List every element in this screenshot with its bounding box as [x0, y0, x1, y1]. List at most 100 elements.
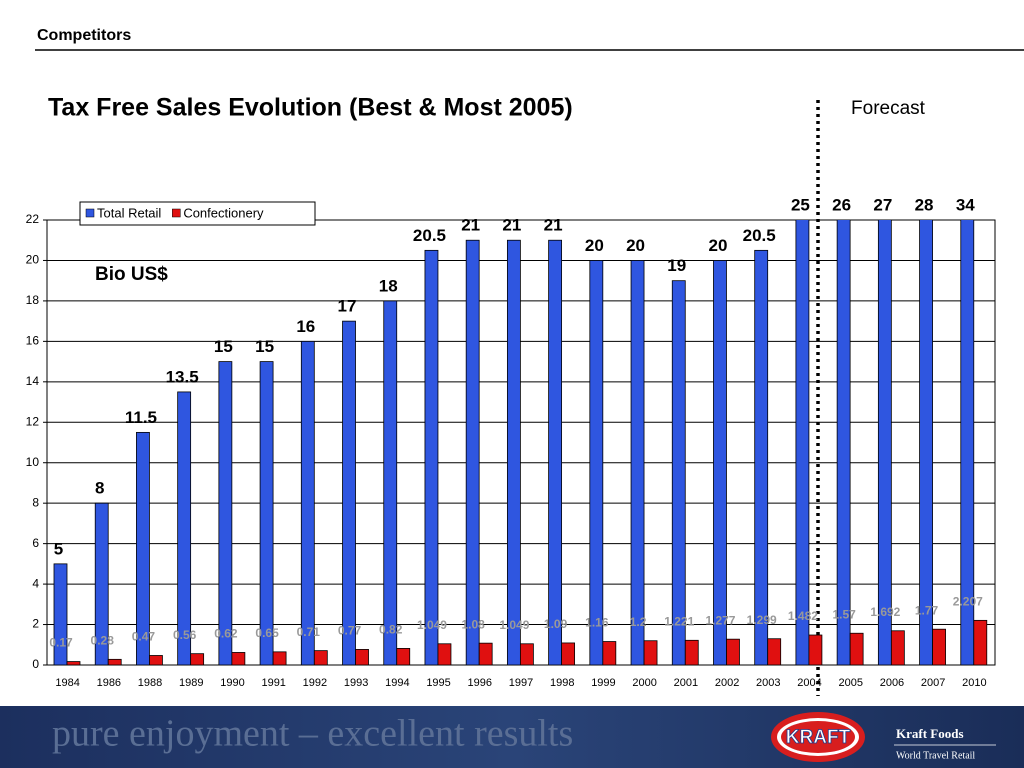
x-tick-label: 1984	[55, 677, 79, 689]
value-label: 1.221	[664, 614, 694, 628]
value-label: 21	[461, 216, 480, 235]
value-label: 20.5	[743, 226, 776, 245]
bar	[890, 630, 905, 666]
x-tick-label: 1988	[138, 677, 162, 689]
y-tick-label: 2	[32, 617, 39, 631]
x-tick-label: 1996	[468, 677, 492, 689]
bar	[973, 619, 988, 666]
legend: Total Retail Confectionery	[79, 201, 316, 226]
value-label: 34	[956, 195, 975, 214]
value-label: 1.692	[870, 605, 900, 619]
value-label: 1.16	[585, 616, 609, 630]
bar	[136, 431, 150, 666]
y-tick-label: 20	[26, 253, 40, 267]
x-tick-label: 1999	[591, 677, 615, 689]
value-label: 15	[255, 337, 274, 356]
value-label: 15	[214, 337, 233, 356]
bar	[643, 640, 658, 666]
value-label: 1.482	[788, 609, 818, 623]
value-label: 0.82	[379, 623, 403, 637]
slogan: pure enjoyment – excellent results	[52, 713, 573, 755]
x-tick-label: 1998	[550, 677, 574, 689]
bar	[437, 643, 452, 666]
bar	[630, 260, 645, 666]
y-tick-label: 8	[32, 495, 39, 509]
legend-swatch	[172, 208, 181, 218]
x-tick-label: 2003	[756, 677, 780, 689]
bar	[342, 320, 356, 666]
bar	[53, 563, 68, 666]
value-label: 0.17	[49, 636, 73, 650]
value-label: 5	[54, 539, 63, 558]
value-label: 13.5	[166, 367, 199, 386]
bar	[671, 280, 686, 666]
bar	[259, 361, 274, 666]
x-tick-label: 1990	[220, 677, 244, 689]
value-label: 26	[832, 195, 851, 214]
bar	[932, 628, 946, 666]
y-tick-label: 14	[26, 374, 40, 388]
value-label: 17	[338, 297, 357, 316]
value-label: 11.5	[125, 408, 157, 427]
bar	[396, 648, 411, 666]
value-label: 1.09	[544, 617, 568, 631]
value-label: 0.65	[255, 626, 279, 640]
bar	[877, 220, 892, 666]
x-tick-label: 1993	[344, 677, 368, 689]
y-tick-label: 4	[32, 576, 39, 590]
plot: 0 2 4 6 8 10 12 14 16 18 20 22 1984 5 0.17 1986 8 0.28 198…	[26, 195, 996, 689]
value-label: 19	[667, 256, 686, 275]
bar	[465, 239, 480, 666]
y-tick-label: 0	[32, 657, 39, 671]
bars	[53, 220, 988, 666]
bar	[808, 634, 823, 666]
bar	[767, 638, 782, 666]
value-label: 0.62	[214, 627, 238, 641]
x-tick-label: 1992	[303, 677, 327, 689]
legend-label: Total Retail	[97, 205, 161, 220]
bar	[149, 655, 163, 666]
value-label: 1.77	[915, 603, 939, 617]
bar	[960, 220, 975, 666]
value-label: 20.5	[413, 226, 446, 245]
division: World Travel Retail	[896, 750, 975, 761]
value-label: 0.47	[132, 630, 156, 644]
value-label: 1.57	[832, 607, 856, 621]
legend-swatch	[85, 208, 95, 218]
bar	[602, 641, 617, 666]
value-label: 1.08	[461, 617, 485, 631]
bar	[589, 260, 604, 666]
company: Kraft Foods	[896, 726, 964, 741]
bar	[754, 249, 769, 666]
bar	[94, 502, 109, 666]
x-tick-label: 1991	[261, 677, 285, 689]
bar	[383, 300, 398, 666]
value-label: 1.049	[499, 618, 529, 632]
value-label: 18	[379, 276, 398, 295]
value-label: 21	[544, 216, 563, 235]
bar	[218, 361, 233, 666]
x-tick-label: 2007	[921, 677, 945, 689]
legend-box	[79, 201, 316, 226]
bar	[272, 651, 287, 666]
bar	[713, 260, 727, 666]
legend-label: Confectionery	[183, 205, 264, 220]
value-label: 1.277	[705, 613, 735, 627]
bar	[561, 642, 576, 666]
y-tick-label: 16	[26, 334, 40, 348]
value-label: 28	[915, 195, 934, 214]
bar	[849, 632, 864, 666]
value-label: 0.28	[91, 634, 115, 648]
bar	[684, 639, 699, 666]
bar	[313, 650, 328, 666]
x-tick-label: 2002	[715, 677, 739, 689]
bar	[355, 649, 369, 666]
value-label: 0.56	[173, 628, 197, 642]
y-tick-label: 6	[32, 536, 39, 550]
bar	[726, 638, 740, 666]
bar	[506, 239, 521, 666]
bar	[190, 653, 205, 666]
value-label: 21	[502, 216, 521, 235]
bar	[424, 249, 439, 666]
bar	[231, 652, 246, 666]
